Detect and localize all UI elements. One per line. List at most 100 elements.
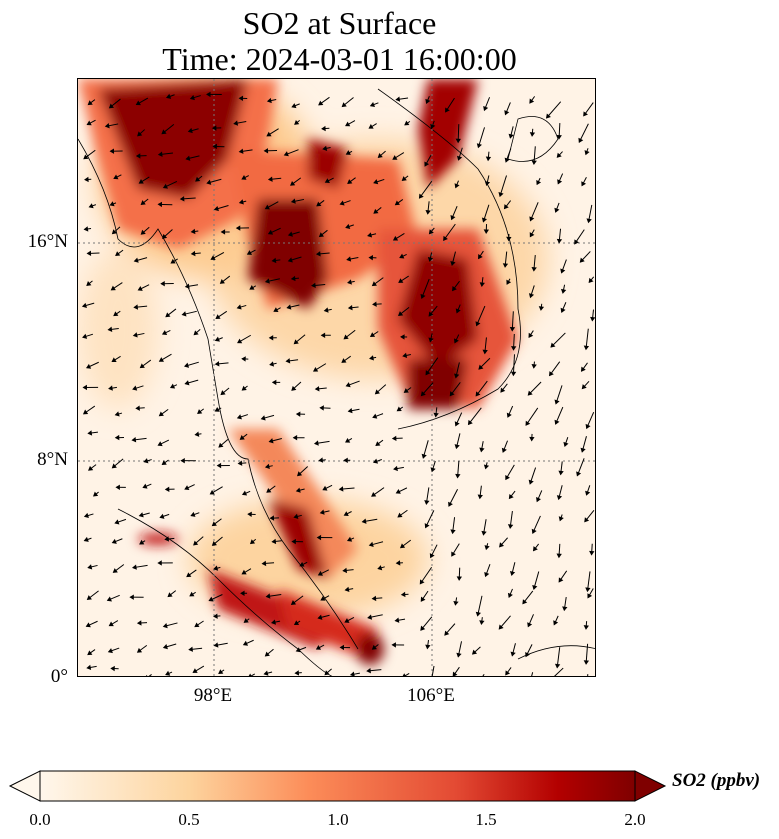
wind-arrow-head <box>158 357 165 362</box>
wind-arrow-head <box>475 391 481 397</box>
wind-arrow-head <box>430 123 436 130</box>
wind-arrow-head <box>164 536 170 542</box>
wind-arrow-head <box>433 412 439 418</box>
wind-arrow-head <box>169 383 176 389</box>
wind-arrow-head <box>114 519 120 525</box>
wind-arrow-head <box>179 196 185 202</box>
wind-arrow-head <box>509 326 516 332</box>
wind-arrow-head <box>107 648 113 654</box>
wind-arrow-head <box>113 174 119 180</box>
wind-arrow-head <box>241 356 246 362</box>
wind-arrow-head <box>583 345 590 351</box>
wind-arrow-head <box>347 279 352 285</box>
wind-arrow-head <box>264 651 270 657</box>
wind-arrow-head <box>267 176 273 182</box>
wind-arrow-head <box>395 560 401 566</box>
wind-arrow-head <box>377 565 383 571</box>
wind-arrow-head <box>366 667 371 674</box>
wind-arrow-head <box>287 257 293 263</box>
wind-arrow-head <box>216 462 222 469</box>
wind-arrow-head <box>529 132 536 137</box>
wind-arrow-head <box>108 103 115 109</box>
wind-arrow-head <box>82 384 87 391</box>
wind-arrow-head <box>319 405 324 411</box>
wind-arrow-head <box>421 453 427 459</box>
wind-arrow-head <box>268 335 274 341</box>
wind-arrow-head <box>394 200 400 206</box>
wind-arrow-head <box>450 215 456 221</box>
wind-arrow-head <box>291 538 296 545</box>
wind-arrow-head <box>367 232 373 238</box>
wind-arrow-head <box>556 553 562 559</box>
wind-arrow-head <box>218 669 224 674</box>
wind-arrow-head <box>368 124 374 129</box>
wind-arrow-head <box>133 304 139 310</box>
wind-arrow-head <box>347 408 353 414</box>
wind-arrow-head <box>206 179 212 185</box>
y-tick-8n: 8°N <box>37 449 68 470</box>
wind-arrow-head <box>290 198 296 204</box>
wind-arrow-head <box>361 518 367 524</box>
wind-arrow-head <box>161 330 168 335</box>
wind-arrow-head <box>266 97 272 104</box>
so2-field <box>78 79 595 676</box>
wind-arrow-head <box>139 363 145 369</box>
wind-arrow-head <box>504 110 510 116</box>
wind-arrow-head <box>481 217 488 223</box>
wind-arrow-head <box>264 278 270 284</box>
wind-arrow-head <box>83 512 89 519</box>
wind-arrow-head <box>136 620 142 626</box>
wind-arrow-head <box>323 307 329 313</box>
wind-arrow-head <box>528 293 535 299</box>
wind-arrow-head <box>371 491 377 497</box>
colorbar-gradient <box>39 770 636 802</box>
wind-arrow-head <box>483 464 490 470</box>
wind-arrow-head <box>83 226 89 232</box>
wind-arrow-head <box>215 314 221 319</box>
wind-arrow <box>482 673 485 676</box>
wind-arrow-head <box>580 366 586 372</box>
wind-arrow-head <box>507 524 514 529</box>
colorbar-extend-max <box>634 770 667 802</box>
wind-arrow-head <box>560 307 566 313</box>
wind-arrow-head <box>138 512 144 518</box>
wind-arrow-head <box>111 229 117 235</box>
wind-arrow-head <box>211 521 217 527</box>
wind-arrow-head <box>316 534 322 541</box>
wind-arrow-head <box>454 373 460 379</box>
wind-arrow-head <box>424 161 430 167</box>
wind-arrow-head <box>320 332 326 338</box>
wind-arrow-head <box>404 120 410 126</box>
wind-arrow-head <box>86 281 92 286</box>
wind-arrow-head <box>508 133 514 139</box>
wind-arrow-head <box>193 540 199 546</box>
wind-vectors <box>81 91 595 676</box>
wind-arrow-head <box>111 357 117 363</box>
wind-arrow-head <box>478 254 483 260</box>
wind-arrow-head <box>420 625 426 631</box>
wind-arrow <box>250 673 256 676</box>
wind-arrow-head <box>188 646 193 652</box>
wind-arrow-head <box>320 595 326 601</box>
wind-arrow-head <box>269 515 275 521</box>
wind-arrow-head <box>158 411 164 417</box>
wind-arrow-head <box>189 591 195 597</box>
wind-arrow-head <box>499 542 505 548</box>
wind-arrow-head <box>369 355 374 361</box>
wind-arrow-head <box>484 545 490 551</box>
wind-arrow-head <box>211 125 217 131</box>
wind-arrow-head <box>449 391 455 397</box>
wind-arrow-head <box>346 256 352 262</box>
colorbar-tick: 2.0 <box>624 810 646 829</box>
wind-arrow-head <box>581 384 587 390</box>
wind-arrow-head <box>311 282 316 289</box>
wind-arrow-head <box>85 363 92 369</box>
wind-arrow-head <box>580 447 586 453</box>
wind-arrow-head <box>109 148 115 154</box>
wind-arrow-head <box>246 250 253 255</box>
wind-arrow-head <box>345 223 351 229</box>
wind-arrow-head <box>538 306 545 311</box>
wind-arrow-head <box>338 486 344 492</box>
wind-arrow-head <box>374 389 380 395</box>
wind-arrow-head <box>369 101 376 108</box>
